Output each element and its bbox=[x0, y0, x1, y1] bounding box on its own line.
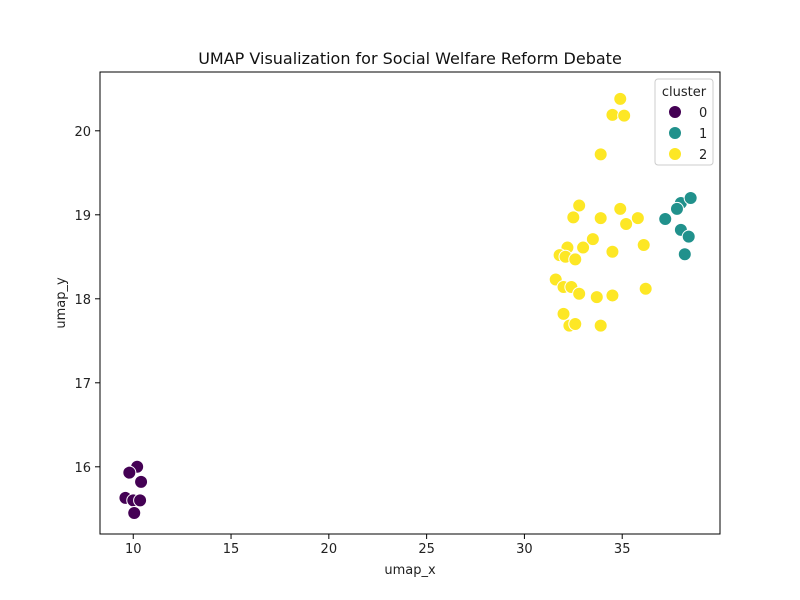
x-tick-label: 20 bbox=[321, 542, 338, 557]
legend-marker-cluster-0 bbox=[668, 105, 682, 119]
scatter-point-cluster-2 bbox=[613, 201, 628, 216]
scatter-point-cluster-2 bbox=[630, 211, 645, 226]
legend-title: cluster bbox=[662, 85, 707, 100]
legend-marker-cluster-1 bbox=[668, 126, 682, 140]
x-tick-label: 30 bbox=[516, 542, 533, 557]
scatter-point-cluster-0 bbox=[122, 465, 137, 480]
y-tick-label: 20 bbox=[74, 125, 91, 140]
legend-label-cluster-1: 1 bbox=[699, 127, 707, 142]
scatter-point-cluster-2 bbox=[589, 290, 604, 305]
scatter-point-cluster-2 bbox=[593, 147, 608, 162]
scatter-point-cluster-2 bbox=[585, 232, 600, 247]
scatter-point-cluster-2 bbox=[556, 306, 571, 321]
scatter-point-cluster-2 bbox=[605, 244, 620, 259]
x-tick-label: 15 bbox=[223, 542, 240, 557]
scatter-point-cluster-2 bbox=[613, 91, 628, 106]
legend-box bbox=[654, 78, 714, 166]
y-axis-label: umap_y bbox=[54, 277, 69, 329]
chart-title: UMAP Visualization for Social Welfare Re… bbox=[198, 49, 622, 68]
scatter-point-cluster-2 bbox=[605, 107, 620, 122]
y-tick-label: 16 bbox=[74, 461, 91, 476]
scatter-point-cluster-2 bbox=[576, 240, 591, 255]
scatter-point-cluster-2 bbox=[568, 252, 583, 267]
plot-area bbox=[99, 71, 721, 535]
scatter-point-cluster-2 bbox=[572, 286, 587, 301]
points-layer bbox=[118, 91, 698, 520]
x-tick-label: 25 bbox=[418, 542, 435, 557]
scatter-point-cluster-1 bbox=[681, 229, 696, 244]
scatter-point-cluster-1 bbox=[683, 191, 698, 205]
scatter-point-cluster-2 bbox=[593, 211, 608, 226]
legend-marker-cluster-2 bbox=[668, 147, 682, 161]
x-axis-label: umap_x bbox=[384, 563, 436, 578]
scatter-point-cluster-1 bbox=[677, 247, 692, 262]
scatter-point-cluster-0 bbox=[133, 493, 148, 508]
legend-items: 0 1 2 bbox=[668, 105, 707, 163]
scatter-point-cluster-2 bbox=[605, 288, 620, 303]
scatter-point-cluster-2 bbox=[566, 210, 581, 225]
y-tick-label: 18 bbox=[74, 293, 91, 308]
scatter-point-cluster-2 bbox=[593, 318, 608, 333]
x-axis: 10 15 20 25 30 35 bbox=[125, 534, 631, 557]
scatter-point-cluster-2 bbox=[636, 238, 651, 253]
legend-label-cluster-0: 0 bbox=[699, 106, 707, 121]
scatter-point-cluster-0 bbox=[127, 506, 142, 520]
scatter-point-cluster-2 bbox=[572, 198, 587, 213]
scatter-point-cluster-2 bbox=[638, 281, 653, 296]
scatter-point-cluster-0 bbox=[134, 474, 149, 489]
x-tick-label: 10 bbox=[125, 542, 142, 557]
y-tick-label: 17 bbox=[74, 377, 91, 392]
legend-label-cluster-2: 2 bbox=[699, 148, 707, 163]
scatter-point-cluster-2 bbox=[617, 108, 632, 123]
scatter-point-cluster-2 bbox=[568, 317, 583, 331]
y-tick-label: 19 bbox=[74, 209, 91, 224]
scatter-point-cluster-1 bbox=[669, 201, 684, 216]
scatter-point-cluster-1 bbox=[658, 212, 673, 226]
x-tick-label: 35 bbox=[614, 542, 631, 557]
y-axis: 16 17 18 19 20 bbox=[74, 125, 100, 476]
scatter-point-cluster-2 bbox=[619, 217, 634, 232]
legend: cluster 0 1 2 bbox=[654, 78, 714, 166]
